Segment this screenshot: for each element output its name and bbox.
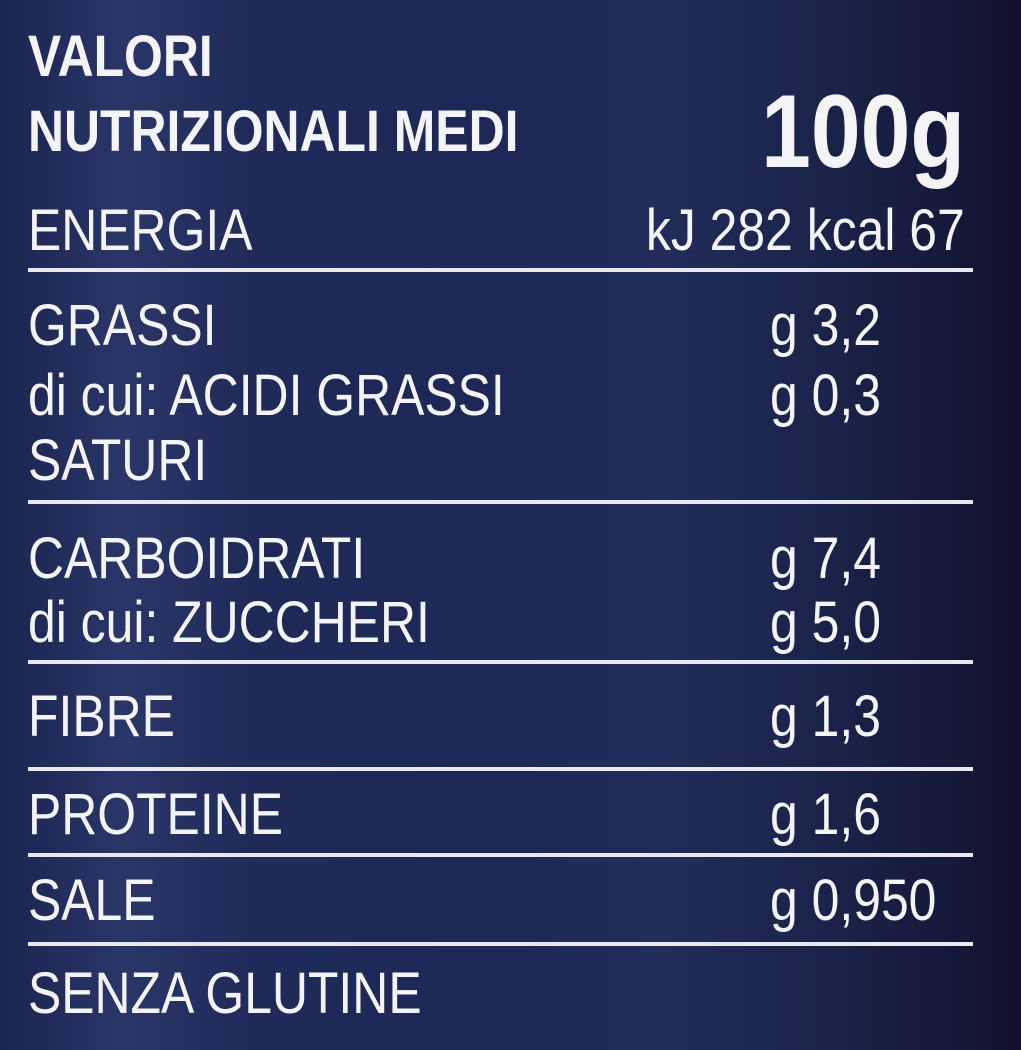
row-energia-value: kJ 282 kcal 67: [646, 198, 965, 263]
row-saturi-value: g 0,3: [770, 363, 881, 428]
row-saturi-label-2: SATURI: [28, 428, 208, 493]
divider: [28, 942, 973, 946]
row-proteine-value: g 1,6: [770, 782, 881, 847]
row-zuccheri-value: g 5,0: [770, 590, 881, 655]
divider: [28, 660, 973, 664]
divider: [28, 767, 973, 771]
row-proteine-label: PROTEINE: [28, 782, 283, 847]
row-carboidrati-label: CARBOIDRATI: [28, 526, 366, 591]
row-energia-label: ENERGIA: [28, 198, 253, 263]
row-zuccheri-label: di cui: ZUCCHERI: [28, 590, 430, 655]
divider: [28, 500, 973, 504]
row-grassi-label: GRASSI: [28, 293, 217, 358]
row-sale-value: g 0,950: [770, 868, 937, 933]
row-sale-label: SALE: [28, 868, 156, 933]
row-carboidrati-value: g 7,4: [770, 526, 881, 591]
divider: [28, 853, 973, 857]
divider: [28, 268, 973, 272]
row-saturi-label: di cui: ACIDI GRASSI: [28, 363, 505, 428]
header-per-100g: 100g: [761, 74, 965, 190]
header-line-1: VALORI: [28, 24, 213, 89]
row-fibre-value: g 1,3: [770, 684, 881, 749]
header-line-2: NUTRIZIONALI MEDI: [28, 99, 519, 164]
row-grassi-value: g 3,2: [770, 293, 881, 358]
footer-senza-glutine: SENZA GLUTINE: [28, 961, 422, 1026]
row-fibre-label: FIBRE: [28, 684, 175, 749]
